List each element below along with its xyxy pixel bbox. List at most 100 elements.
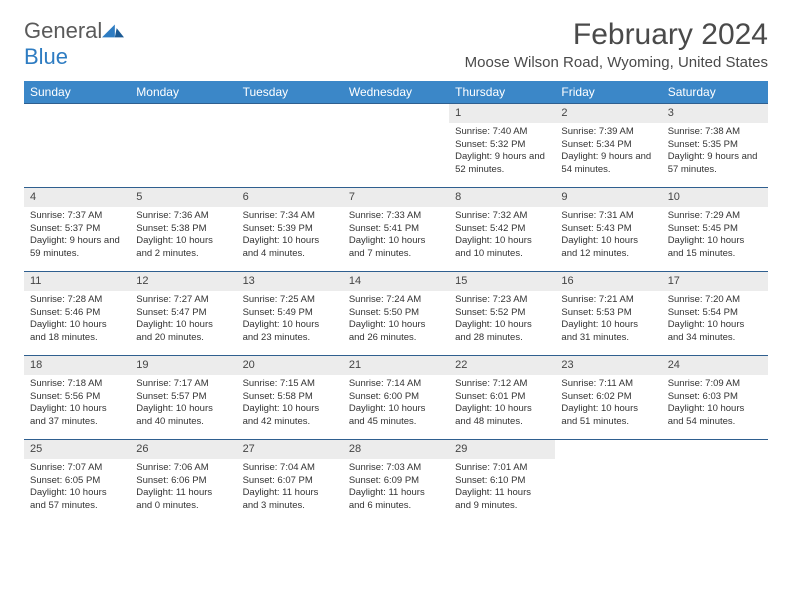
location-text: Moose Wilson Road, Wyoming, United State… (465, 54, 768, 71)
day-cell: 8Sunrise: 7:32 AMSunset: 5:42 PMDaylight… (449, 188, 555, 272)
day-number: 22 (449, 356, 555, 375)
day-body: Sunrise: 7:23 AMSunset: 5:52 PMDaylight:… (449, 291, 555, 349)
day-cell: 14Sunrise: 7:24 AMSunset: 5:50 PMDayligh… (343, 272, 449, 356)
day-header: Wednesday (343, 81, 449, 104)
day-number (555, 440, 661, 459)
calendar-body: 1Sunrise: 7:40 AMSunset: 5:32 PMDaylight… (24, 104, 768, 524)
day-header: Friday (555, 81, 661, 104)
day-body: Sunrise: 7:29 AMSunset: 5:45 PMDaylight:… (662, 207, 768, 265)
day-cell: 28Sunrise: 7:03 AMSunset: 6:09 PMDayligh… (343, 440, 449, 524)
day-body: Sunrise: 7:03 AMSunset: 6:09 PMDaylight:… (343, 459, 449, 517)
day-cell (662, 440, 768, 524)
day-body: Sunrise: 7:37 AMSunset: 5:37 PMDaylight:… (24, 207, 130, 265)
day-number: 20 (237, 356, 343, 375)
day-number: 2 (555, 104, 661, 123)
day-cell: 1Sunrise: 7:40 AMSunset: 5:32 PMDaylight… (449, 104, 555, 188)
week-row: 1Sunrise: 7:40 AMSunset: 5:32 PMDaylight… (24, 104, 768, 188)
week-row: 25Sunrise: 7:07 AMSunset: 6:05 PMDayligh… (24, 440, 768, 524)
day-cell: 20Sunrise: 7:15 AMSunset: 5:58 PMDayligh… (237, 356, 343, 440)
day-number: 27 (237, 440, 343, 459)
day-number: 10 (662, 188, 768, 207)
day-cell: 21Sunrise: 7:14 AMSunset: 6:00 PMDayligh… (343, 356, 449, 440)
day-number (237, 104, 343, 123)
day-cell: 11Sunrise: 7:28 AMSunset: 5:46 PMDayligh… (24, 272, 130, 356)
day-number: 28 (343, 440, 449, 459)
day-cell: 25Sunrise: 7:07 AMSunset: 6:05 PMDayligh… (24, 440, 130, 524)
brand-part2: Blue (24, 44, 68, 69)
day-cell (343, 104, 449, 188)
day-number (662, 440, 768, 459)
day-header: Tuesday (237, 81, 343, 104)
day-number: 19 (130, 356, 236, 375)
day-cell: 17Sunrise: 7:20 AMSunset: 5:54 PMDayligh… (662, 272, 768, 356)
day-cell (237, 104, 343, 188)
day-cell: 15Sunrise: 7:23 AMSunset: 5:52 PMDayligh… (449, 272, 555, 356)
day-body (555, 459, 661, 466)
day-number: 6 (237, 188, 343, 207)
day-cell: 10Sunrise: 7:29 AMSunset: 5:45 PMDayligh… (662, 188, 768, 272)
days-of-week-row: SundayMondayTuesdayWednesdayThursdayFrid… (24, 81, 768, 104)
day-body: Sunrise: 7:31 AMSunset: 5:43 PMDaylight:… (555, 207, 661, 265)
day-body: Sunrise: 7:24 AMSunset: 5:50 PMDaylight:… (343, 291, 449, 349)
day-body: Sunrise: 7:39 AMSunset: 5:34 PMDaylight:… (555, 123, 661, 181)
day-body: Sunrise: 7:38 AMSunset: 5:35 PMDaylight:… (662, 123, 768, 181)
day-cell: 22Sunrise: 7:12 AMSunset: 6:01 PMDayligh… (449, 356, 555, 440)
brand-text: General Blue (24, 18, 124, 70)
calendar-table: SundayMondayTuesdayWednesdayThursdayFrid… (24, 81, 768, 524)
day-cell: 5Sunrise: 7:36 AMSunset: 5:38 PMDaylight… (130, 188, 236, 272)
day-number: 24 (662, 356, 768, 375)
header: General Blue February 2024 Moose Wilson … (24, 18, 768, 71)
day-body: Sunrise: 7:12 AMSunset: 6:01 PMDaylight:… (449, 375, 555, 433)
day-body: Sunrise: 7:17 AMSunset: 5:57 PMDaylight:… (130, 375, 236, 433)
day-body (130, 123, 236, 130)
day-cell: 4Sunrise: 7:37 AMSunset: 5:37 PMDaylight… (24, 188, 130, 272)
day-number: 9 (555, 188, 661, 207)
day-number: 7 (343, 188, 449, 207)
day-body (24, 123, 130, 130)
day-number: 25 (24, 440, 130, 459)
day-number (130, 104, 236, 123)
day-body: Sunrise: 7:34 AMSunset: 5:39 PMDaylight:… (237, 207, 343, 265)
day-body: Sunrise: 7:01 AMSunset: 6:10 PMDaylight:… (449, 459, 555, 517)
day-body (662, 459, 768, 466)
day-body: Sunrise: 7:36 AMSunset: 5:38 PMDaylight:… (130, 207, 236, 265)
day-cell: 18Sunrise: 7:18 AMSunset: 5:56 PMDayligh… (24, 356, 130, 440)
day-cell: 2Sunrise: 7:39 AMSunset: 5:34 PMDaylight… (555, 104, 661, 188)
day-cell (24, 104, 130, 188)
brand-part1: General (24, 18, 102, 43)
day-number: 16 (555, 272, 661, 291)
day-number: 29 (449, 440, 555, 459)
day-body: Sunrise: 7:28 AMSunset: 5:46 PMDaylight:… (24, 291, 130, 349)
title-block: February 2024 Moose Wilson Road, Wyoming… (465, 18, 768, 71)
day-body: Sunrise: 7:33 AMSunset: 5:41 PMDaylight:… (343, 207, 449, 265)
brand-logo: General Blue (24, 18, 124, 70)
day-number: 21 (343, 356, 449, 375)
day-cell: 19Sunrise: 7:17 AMSunset: 5:57 PMDayligh… (130, 356, 236, 440)
day-number: 8 (449, 188, 555, 207)
day-cell: 27Sunrise: 7:04 AMSunset: 6:07 PMDayligh… (237, 440, 343, 524)
day-number: 4 (24, 188, 130, 207)
day-body: Sunrise: 7:11 AMSunset: 6:02 PMDaylight:… (555, 375, 661, 433)
month-title: February 2024 (465, 18, 768, 52)
day-body: Sunrise: 7:27 AMSunset: 5:47 PMDaylight:… (130, 291, 236, 349)
day-number: 11 (24, 272, 130, 291)
day-cell (555, 440, 661, 524)
week-row: 11Sunrise: 7:28 AMSunset: 5:46 PMDayligh… (24, 272, 768, 356)
day-body: Sunrise: 7:25 AMSunset: 5:49 PMDaylight:… (237, 291, 343, 349)
day-cell: 24Sunrise: 7:09 AMSunset: 6:03 PMDayligh… (662, 356, 768, 440)
day-body: Sunrise: 7:14 AMSunset: 6:00 PMDaylight:… (343, 375, 449, 433)
day-number: 1 (449, 104, 555, 123)
day-number (343, 104, 449, 123)
day-body: Sunrise: 7:07 AMSunset: 6:05 PMDaylight:… (24, 459, 130, 517)
day-body: Sunrise: 7:18 AMSunset: 5:56 PMDaylight:… (24, 375, 130, 433)
day-cell: 3Sunrise: 7:38 AMSunset: 5:35 PMDaylight… (662, 104, 768, 188)
day-body: Sunrise: 7:32 AMSunset: 5:42 PMDaylight:… (449, 207, 555, 265)
day-cell: 6Sunrise: 7:34 AMSunset: 5:39 PMDaylight… (237, 188, 343, 272)
day-cell: 23Sunrise: 7:11 AMSunset: 6:02 PMDayligh… (555, 356, 661, 440)
day-body: Sunrise: 7:20 AMSunset: 5:54 PMDaylight:… (662, 291, 768, 349)
day-number: 17 (662, 272, 768, 291)
day-body: Sunrise: 7:40 AMSunset: 5:32 PMDaylight:… (449, 123, 555, 181)
day-number: 14 (343, 272, 449, 291)
day-number: 23 (555, 356, 661, 375)
day-header: Saturday (662, 81, 768, 104)
